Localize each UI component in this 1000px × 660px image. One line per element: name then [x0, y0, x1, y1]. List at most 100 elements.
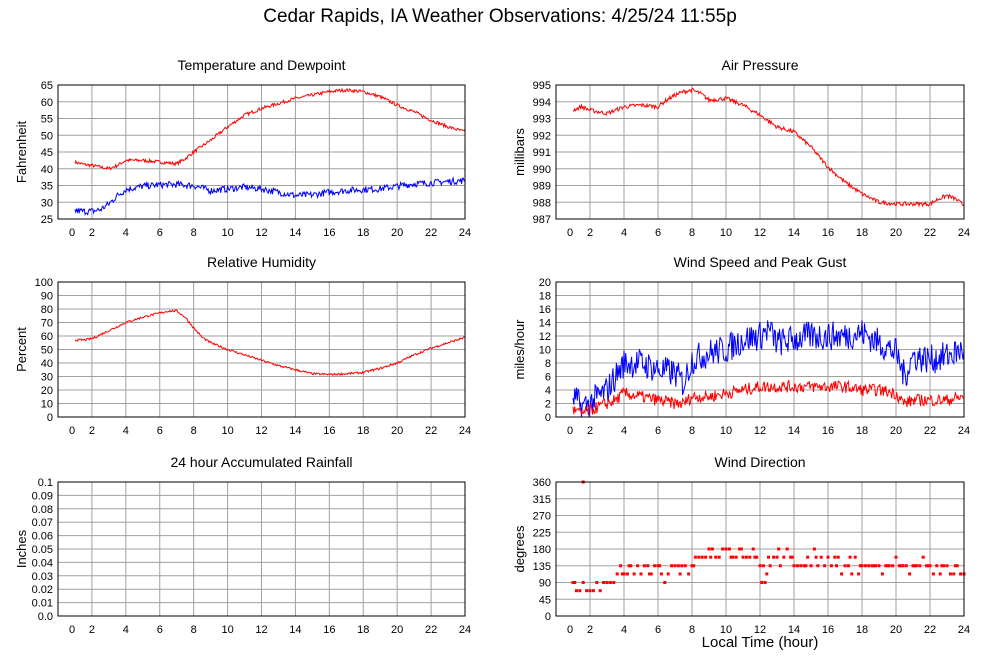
wind-direction-point [717, 555, 721, 559]
y-axis-label: miles/hour [512, 319, 527, 380]
wind-direction-point [945, 564, 949, 568]
y-tick-label: 0.03 [32, 571, 53, 583]
x-tick-label: 12 [255, 425, 267, 437]
wind-direction-point [938, 572, 942, 576]
wind-direction-point [886, 564, 889, 568]
y-tick-label: 0.09 [32, 490, 53, 502]
x-tick-label: 4 [621, 227, 627, 239]
y-axis-label: Percent [14, 327, 29, 372]
y-axis-label: degrees [512, 525, 527, 572]
series-line-1 [74, 87, 466, 171]
y-tick-label: 50 [41, 345, 53, 357]
y-axis-label: millibars [512, 128, 527, 176]
x-tick-label: 16 [323, 425, 335, 437]
y-tick-label: 60 [41, 97, 53, 109]
wind-direction-point [676, 564, 680, 568]
wind-direction-point [666, 572, 670, 576]
x-tick-label: 12 [754, 425, 766, 437]
x-tick-label: 24 [958, 624, 970, 636]
x-tick-label: 4 [621, 425, 627, 437]
wind-direction-point [612, 581, 616, 584]
wind-direction-point [642, 564, 646, 568]
wind-direction-point [690, 564, 694, 568]
y-axis-label: Inches [14, 529, 29, 568]
wind-direction-point [598, 589, 602, 593]
chart-panel-6: Wind Directiondegrees0459013518022527031… [512, 454, 970, 636]
wind-direction-point [833, 555, 837, 559]
y-axis-label: Fahrenheit [14, 121, 29, 184]
x-tick-label: 10 [221, 624, 233, 636]
x-tick-label: 18 [856, 227, 868, 239]
wind-direction-point [940, 564, 944, 568]
x-tick-label: 20 [391, 624, 403, 636]
wind-direction-point [687, 572, 691, 576]
y-tick-label: 100 [35, 277, 53, 289]
x-tick-label: 22 [924, 624, 936, 636]
wind-direction-point [901, 564, 905, 568]
series-line-2 [74, 176, 466, 216]
wind-direction-point [595, 581, 599, 584]
x-tick-label: 16 [822, 227, 834, 239]
x-tick-label: 24 [459, 227, 471, 239]
plot-frame [555, 84, 965, 220]
wind-direction-point [724, 547, 728, 551]
wind-direction-point [707, 547, 711, 551]
y-tick-label: 0.06 [32, 531, 53, 543]
series-line-1 [572, 320, 965, 418]
wind-direction-point [767, 555, 770, 559]
y-tick-label: 0.01 [32, 598, 53, 610]
x-tick-label: 6 [655, 624, 661, 636]
y-tick-label: 35 [41, 181, 53, 193]
x-tick-label: 22 [425, 227, 437, 239]
x-tick-label: 0 [567, 227, 573, 239]
wind-direction-point [789, 555, 793, 559]
x-tick-label: 12 [754, 624, 766, 636]
x-tick-label: 20 [890, 425, 902, 437]
wind-direction-point [806, 555, 810, 559]
x-tick-label: 2 [587, 624, 593, 636]
wind-direction-point [860, 564, 864, 568]
x-tick-label: 6 [157, 227, 163, 239]
wind-direction-point [914, 564, 918, 568]
x-axis-title: Local Time (hour) [701, 634, 819, 651]
x-tick-label: 14 [289, 227, 301, 239]
wind-direction-point [799, 564, 803, 568]
plot-frame [555, 281, 965, 418]
wind-direction-point [714, 555, 718, 559]
wind-direction-point [581, 581, 585, 584]
wind-direction-point [663, 581, 667, 584]
x-tick-label: 14 [788, 227, 800, 239]
y-tick-label: 6 [545, 372, 551, 384]
plot-frame [57, 84, 466, 220]
x-tick-label: 14 [289, 425, 301, 437]
chart-panel-4: Wind Speed and Peak Gustmiles/hour024681… [512, 254, 970, 437]
y-tick-label: 0 [545, 611, 551, 623]
y-tick-label: 0 [545, 412, 551, 424]
x-tick-label: 14 [788, 624, 800, 636]
wind-direction-point [571, 581, 575, 584]
x-tick-label: 8 [689, 227, 695, 239]
x-tick-label: 16 [323, 227, 335, 239]
wind-direction-point [763, 581, 767, 584]
x-tick-label: 6 [157, 624, 163, 636]
wind-direction-point [823, 564, 827, 568]
x-tick-label: 4 [123, 425, 129, 437]
wind-direction-point [605, 581, 609, 584]
x-tick-label: 14 [788, 425, 800, 437]
wind-direction-point [729, 555, 733, 559]
y-tick-label: 360 [533, 477, 551, 489]
x-tick-label: 20 [391, 227, 403, 239]
x-tick-label: 18 [357, 227, 369, 239]
y-tick-label: 995 [533, 80, 551, 92]
wind-direction-point [739, 547, 743, 551]
wind-direction-point [835, 564, 838, 568]
wind-direction-point [918, 564, 922, 568]
wind-direction-point [826, 555, 830, 559]
wind-direction-point [870, 564, 874, 568]
x-tick-label: 8 [689, 624, 695, 636]
x-tick-label: 10 [720, 227, 732, 239]
wind-direction-point [921, 555, 925, 559]
x-tick-label: 18 [856, 624, 868, 636]
wind-direction-point [812, 547, 816, 551]
